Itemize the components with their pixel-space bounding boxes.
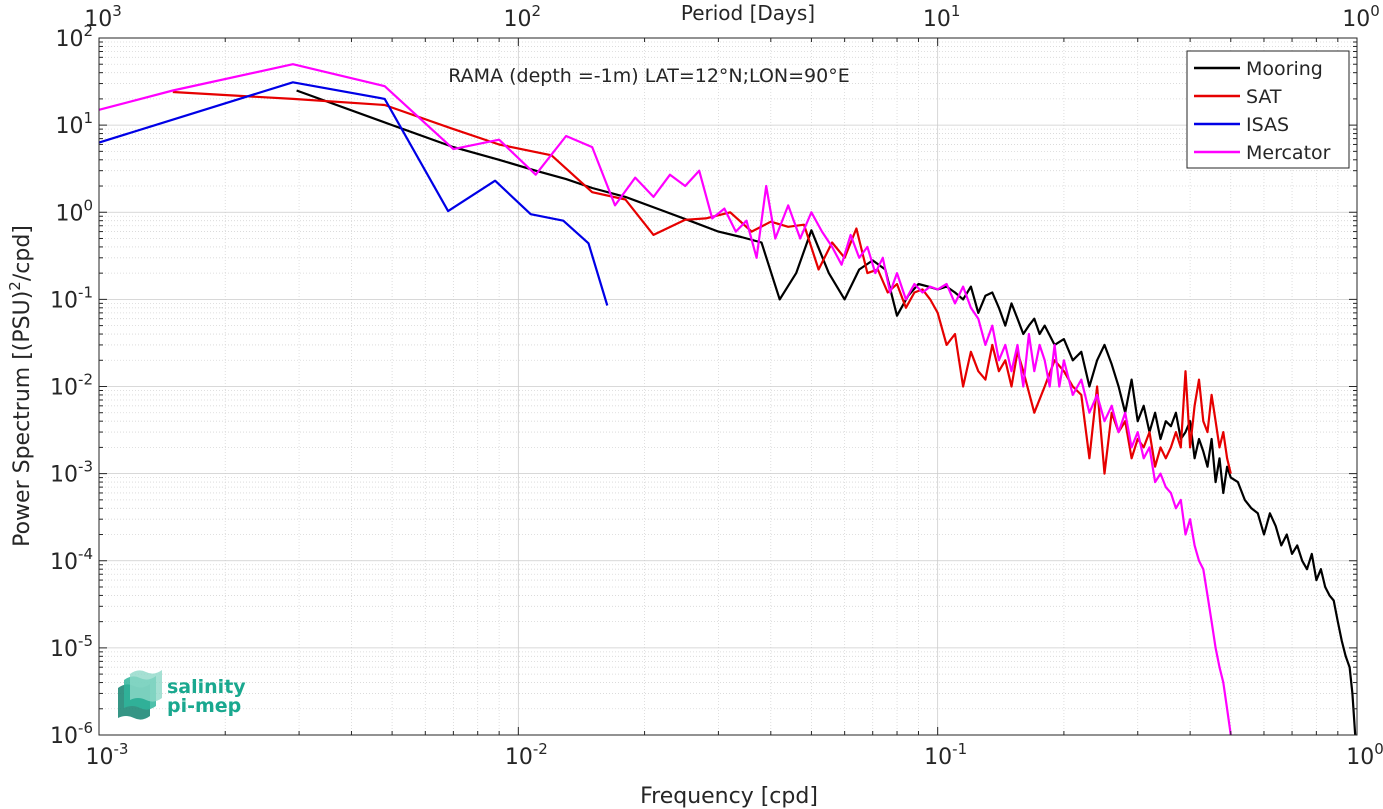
y-axis-label: Power Spectrum [(PSU)2/cpd]: [6, 225, 35, 547]
top-tick-label: 103: [84, 2, 122, 32]
legend-box: [1186, 50, 1350, 169]
y-tick-label: 102: [55, 22, 93, 52]
y-tick-label: 10-1: [50, 283, 93, 313]
x-tick-label: 100: [1346, 740, 1383, 770]
top-tick-label: 100: [1342, 2, 1380, 32]
legend-label-sat: SAT: [1246, 86, 1282, 108]
series-layer: [98, 63, 1357, 736]
series-line-sat: [172, 90, 1232, 475]
ticks-layer: [98, 37, 1358, 736]
salinity-pimep-logo: salinity pi-mep: [118, 670, 246, 720]
legend-label-mercator: Mercator: [1246, 142, 1331, 164]
top-axis-label: Period [Days]: [681, 1, 815, 25]
legend: Mooring SAT ISAS Mercator: [1186, 50, 1350, 169]
top-tick-label: 101: [923, 2, 961, 32]
chart-title: RAMA (depth =-1m) LAT=12°N;LON=90°E: [448, 65, 849, 87]
legend-label-mooring: Mooring: [1246, 58, 1323, 80]
waves-icon: [118, 670, 162, 720]
y-tick-label: 10-3: [50, 458, 93, 488]
y-tick-label: 10-4: [50, 545, 93, 575]
logo-text-salinity: salinity: [167, 676, 246, 698]
y-axis-label-main: Power Spectrum [(PSU): [10, 291, 35, 547]
x-tick-label: 10-2: [505, 740, 548, 770]
y-axis-label-sup: 2: [6, 281, 24, 291]
y-tick-label: 100: [55, 196, 93, 226]
series-line-mooring: [296, 89, 1357, 736]
x-tick-label: 10-3: [86, 740, 129, 770]
series-line-isas: [98, 81, 609, 306]
logo-text-pimep: pi-mep: [167, 695, 241, 717]
top-tick-label: 102: [504, 2, 542, 32]
y-axis-label-tail: /cpd]: [10, 225, 35, 281]
y-tick-label: 101: [55, 109, 93, 139]
y-tick-label: 10-5: [50, 632, 93, 662]
legend-label-isas: ISAS: [1246, 114, 1289, 136]
y-tick-label: 10-2: [50, 371, 93, 401]
series-line-mercator: [98, 63, 1232, 736]
x-axis-label: Frequency [cpd]: [640, 784, 818, 809]
x-tick-label: 10-1: [924, 740, 967, 770]
y-tick-label: 10-6: [50, 719, 93, 749]
